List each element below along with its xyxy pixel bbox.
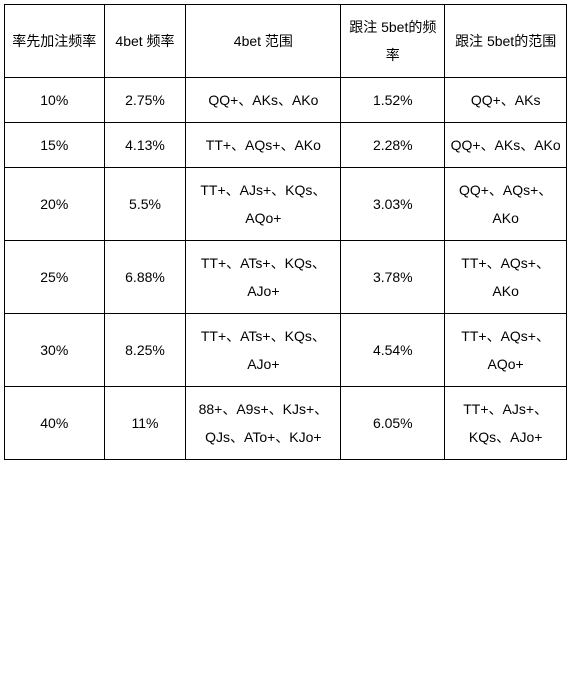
cell-4bet-freq: 4.13% [104,123,186,168]
cell-4bet-freq: 5.5% [104,168,186,241]
cell-call-5bet-range: QQ+、AQs+、AKo [445,168,567,241]
cell-call-5bet-freq: 1.52% [341,78,445,123]
table-row: 30% 8.25% TT+、ATs+、KQs、AJo+ 4.54% TT+、AQ… [5,314,567,387]
cell-call-5bet-range: QQ+、AKs [445,78,567,123]
cell-4bet-range: TT+、AJs+、KQs、AQo+ [186,168,341,241]
cell-4bet-range: QQ+、AKs、AKo [186,78,341,123]
cell-4bet-freq: 8.25% [104,314,186,387]
table-row: 10% 2.75% QQ+、AKs、AKo 1.52% QQ+、AKs [5,78,567,123]
poker-range-table: 率先加注频率 4bet 频率 4bet 范围 跟注 5bet的频率 跟注 5be… [4,4,567,460]
cell-4bet-freq: 6.88% [104,241,186,314]
header-4bet-freq: 4bet 频率 [104,5,186,78]
cell-call-5bet-range: TT+、AJs+、KQs、AJo+ [445,387,567,460]
cell-open-raise-freq: 25% [5,241,105,314]
cell-call-5bet-freq: 6.05% [341,387,445,460]
header-call-5bet-range: 跟注 5bet的范围 [445,5,567,78]
table-row: 25% 6.88% TT+、ATs+、KQs、AJo+ 3.78% TT+、AQ… [5,241,567,314]
cell-call-5bet-freq: 2.28% [341,123,445,168]
table-header-row: 率先加注频率 4bet 频率 4bet 范围 跟注 5bet的频率 跟注 5be… [5,5,567,78]
cell-open-raise-freq: 10% [5,78,105,123]
table-row: 20% 5.5% TT+、AJs+、KQs、AQo+ 3.03% QQ+、AQs… [5,168,567,241]
table-row: 40% 11% 88+、A9s+、KJs+、QJs、ATo+、KJo+ 6.05… [5,387,567,460]
cell-4bet-range: TT+、ATs+、KQs、AJo+ [186,241,341,314]
cell-open-raise-freq: 15% [5,123,105,168]
cell-call-5bet-range: TT+、AQs+、AKo [445,241,567,314]
cell-open-raise-freq: 20% [5,168,105,241]
cell-4bet-range: 88+、A9s+、KJs+、QJs、ATo+、KJo+ [186,387,341,460]
cell-call-5bet-range: TT+、AQs+、AQo+ [445,314,567,387]
cell-4bet-range: TT+、AQs+、AKo [186,123,341,168]
cell-call-5bet-freq: 3.03% [341,168,445,241]
header-call-5bet-freq: 跟注 5bet的频率 [341,5,445,78]
cell-call-5bet-range: QQ+、AKs、AKo [445,123,567,168]
cell-call-5bet-freq: 3.78% [341,241,445,314]
cell-call-5bet-freq: 4.54% [341,314,445,387]
header-open-raise-freq: 率先加注频率 [5,5,105,78]
cell-open-raise-freq: 40% [5,387,105,460]
cell-open-raise-freq: 30% [5,314,105,387]
header-4bet-range: 4bet 范围 [186,5,341,78]
cell-4bet-freq: 11% [104,387,186,460]
table-row: 15% 4.13% TT+、AQs+、AKo 2.28% QQ+、AKs、AKo [5,123,567,168]
cell-4bet-range: TT+、ATs+、KQs、AJo+ [186,314,341,387]
cell-4bet-freq: 2.75% [104,78,186,123]
